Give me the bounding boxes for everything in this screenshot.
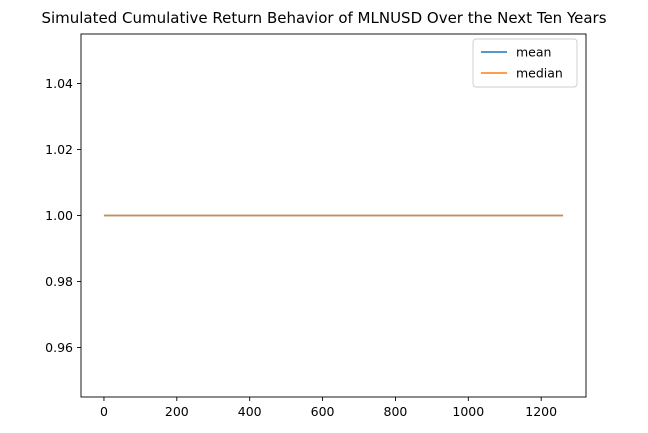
legend-label-median: median [516,66,563,81]
x-tick-label: 400 [238,404,262,419]
y-tick-label: 1.00 [45,208,73,223]
legend-label-mean: mean [516,45,551,60]
x-tick-label: 1200 [525,404,557,419]
legend-box [472,38,578,88]
y-tick-label: 1.04 [45,76,73,91]
chart-title: Simulated Cumulative Return Behavior of … [41,9,606,27]
x-tick-label: 0 [100,404,108,419]
x-tick-label: 800 [384,404,408,419]
plot-area: 0 200 400 600 800 1000 1200 0.96 0.98 1.00 1.02 1.0… [45,33,587,419]
x-tick-label: 1000 [452,404,484,419]
y-tick-label: 1.02 [45,142,73,157]
y-tick-label: 0.98 [45,274,73,289]
x-tick-label: 600 [311,404,335,419]
y-tick-label: 0.96 [45,340,73,355]
x-tick-label: 200 [165,404,189,419]
